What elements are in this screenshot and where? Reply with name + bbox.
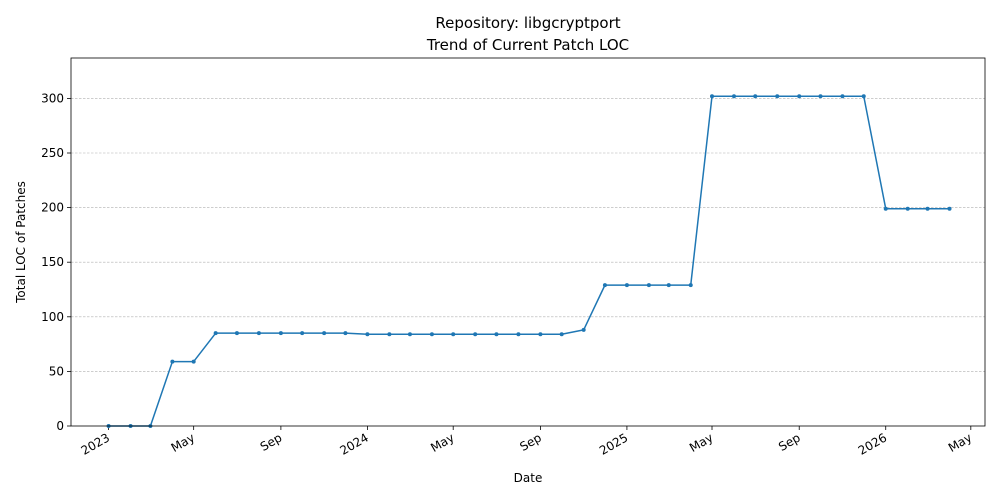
data-point (602, 283, 607, 288)
data-point (322, 331, 327, 336)
data-point (387, 332, 392, 337)
data-point (581, 327, 586, 332)
chart-title: Repository: libgcryptport (435, 14, 620, 32)
data-point (905, 206, 910, 211)
x-tick-label: 2025 (597, 430, 630, 457)
y-tick-label: 150 (41, 255, 64, 269)
y-tick-label: 300 (41, 91, 64, 105)
y-tick-label: 0 (56, 419, 64, 433)
data-point (343, 331, 348, 336)
x-tick-label: Sep (258, 430, 285, 453)
data-point (559, 332, 564, 337)
data-point (451, 332, 456, 337)
data-point (883, 206, 888, 211)
data-point (234, 331, 239, 336)
data-point (646, 283, 651, 288)
y-tick-label: 100 (41, 310, 64, 324)
x-tick-label: May (169, 430, 197, 455)
data-point (775, 94, 780, 99)
series-line (108, 95, 950, 427)
x-tick-label: May (428, 430, 456, 455)
x-tick-label: 2024 (337, 430, 370, 457)
data-point (731, 94, 736, 99)
data-point (278, 331, 283, 336)
data-point (256, 331, 261, 336)
x-tick-label: May (946, 430, 974, 455)
data-point (538, 332, 543, 337)
y-axis-label: Total LOC of Patches (14, 181, 28, 304)
chart-subtitle: Trend of Current Patch LOC (426, 36, 629, 54)
data-point (753, 94, 758, 99)
plot-frame (70, 57, 986, 427)
data-point (818, 94, 823, 99)
data-point (407, 332, 412, 337)
x-tick-label: 2023 (79, 430, 112, 457)
data-point (365, 332, 370, 337)
data-point (840, 94, 845, 99)
data-point (797, 94, 802, 99)
data-point (473, 332, 478, 337)
grid-lines (71, 98, 985, 372)
data-point (429, 332, 434, 337)
data-point (925, 206, 930, 211)
data-point (213, 331, 218, 336)
x-axis-label: Date (514, 471, 543, 485)
x-tick-label: Sep (517, 430, 544, 453)
data-point (191, 359, 196, 364)
data-point (710, 94, 715, 99)
data-point (688, 283, 693, 288)
y-tick-label: 50 (49, 364, 64, 378)
x-tick-label: Sep (776, 430, 803, 453)
series-layer (106, 94, 952, 428)
y-tick-label: 200 (41, 201, 64, 215)
data-point (861, 94, 866, 99)
data-point (624, 283, 629, 288)
data-point (947, 206, 952, 211)
y-tick-label: 250 (41, 146, 64, 160)
data-point (666, 283, 671, 288)
x-tick-label: 2026 (856, 430, 889, 457)
data-point (170, 359, 175, 364)
axis-ticks: 0 50 100 150 200 250 300 2023 May Sep 2024 May Sep 20… (41, 91, 974, 457)
data-point (300, 331, 305, 336)
x-tick-label: May (687, 430, 715, 455)
data-point (516, 332, 521, 337)
data-point (494, 332, 499, 337)
